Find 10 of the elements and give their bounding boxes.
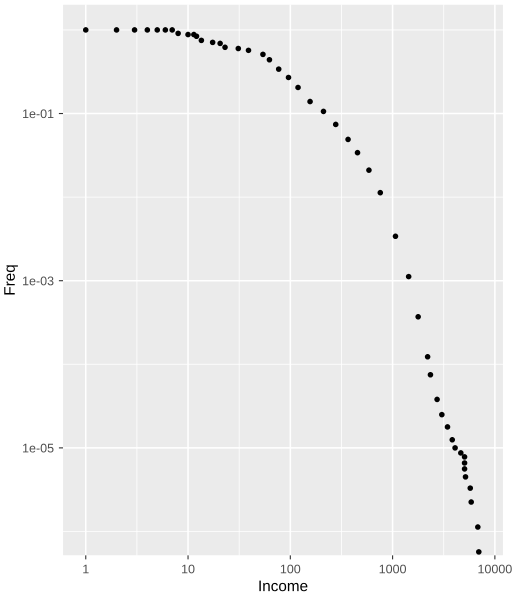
x-tick-label: 1 — [83, 564, 89, 574]
y-axis-title: Freq — [4, 265, 18, 294]
x-axis-title: Income — [259, 580, 308, 592]
y-tick-label: 1e-05 — [23, 444, 54, 453]
x-tick-label: 10 — [182, 564, 194, 574]
x-tick-label: 10000 — [478, 564, 512, 574]
x-tick-label: 100 — [280, 564, 300, 574]
x-tick-label: 1000 — [380, 564, 406, 574]
y-tick-label: 1e-03 — [23, 276, 54, 286]
y-tick-label: 1e-01 — [23, 109, 54, 118]
